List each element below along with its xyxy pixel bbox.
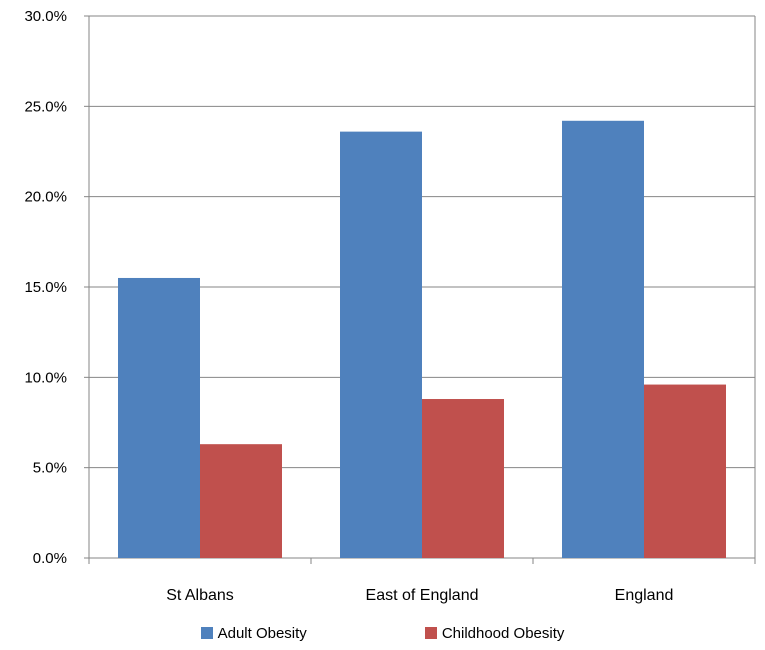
bar-childhood [422,399,504,558]
x-tick-label: St Albans [166,587,234,604]
legend-swatch-childhood [424,627,437,639]
bar-childhood [200,444,282,558]
bar-adult [562,120,644,558]
legend-label-adult: Adult Obesity [217,624,307,642]
y-tick-label: 0.0% [33,550,67,567]
y-tick-label: 10.0% [24,369,67,386]
legend-item-adult: Adult Obesity [200,624,307,642]
x-tick-label: England [615,587,674,604]
bar-childhood [644,384,726,558]
y-tick-label: 30.0% [24,8,67,25]
legend-label-childhood: Childhood Obesity [441,624,565,642]
legend-swatch-adult [200,627,213,639]
legend: Adult Obesity Childhood Obesity [0,622,765,644]
y-tick-label: 20.0% [24,189,67,206]
bar-adult [340,131,422,559]
y-tick-label: 15.0% [24,279,67,296]
x-tick-label: East of England [366,587,479,604]
bar-adult [118,277,200,558]
y-tick-label: 5.0% [33,460,67,477]
y-tick-label: 25.0% [24,98,67,115]
legend-item-childhood: Childhood Obesity [424,624,565,642]
